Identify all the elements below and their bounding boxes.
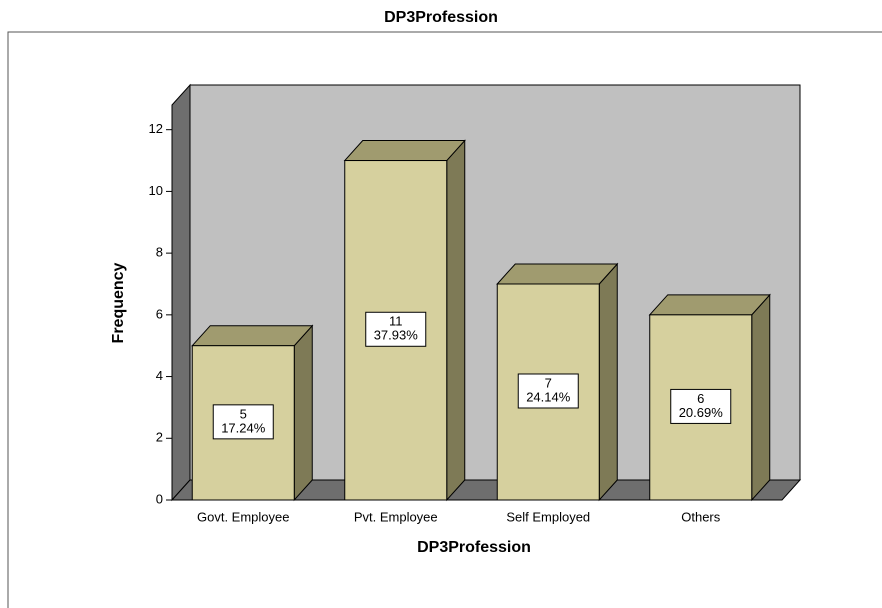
x-tick-label: Pvt. Employee bbox=[354, 509, 438, 524]
data-label: 7 bbox=[545, 375, 552, 390]
y-tick-label: 12 bbox=[149, 121, 163, 136]
bar-top bbox=[343, 140, 466, 162]
data-label-box bbox=[670, 388, 732, 424]
bar-side bbox=[293, 324, 313, 502]
data-label-box bbox=[517, 373, 579, 409]
bar-side bbox=[446, 139, 466, 502]
bar-top bbox=[191, 325, 314, 347]
y-tick-label: 2 bbox=[156, 430, 163, 445]
data-label-box bbox=[365, 311, 427, 347]
bar-side bbox=[751, 293, 771, 502]
y-tick-label: 0 bbox=[156, 491, 163, 506]
x-tick-label: Self Employed bbox=[506, 509, 590, 524]
x-axis-label: DP3Profession bbox=[417, 539, 531, 556]
data-label: 6 bbox=[697, 391, 704, 406]
chart-title: DP3Profession bbox=[384, 9, 498, 26]
left-wall bbox=[171, 83, 191, 502]
bar-side bbox=[598, 262, 618, 502]
percent-label: 24.14% bbox=[526, 389, 571, 404]
y-tick-label: 8 bbox=[156, 245, 163, 260]
x-tick-label: Others bbox=[681, 509, 721, 524]
data-label: 5 bbox=[240, 406, 247, 421]
bar-top bbox=[648, 294, 771, 316]
data-label: 11 bbox=[389, 314, 403, 329]
percent-label: 37.93% bbox=[374, 328, 419, 343]
data-label-box bbox=[212, 404, 274, 440]
y-axis-label: Frequency bbox=[110, 262, 127, 343]
y-tick-label: 10 bbox=[149, 183, 163, 198]
percent-label: 17.24% bbox=[221, 420, 266, 435]
bar-top bbox=[496, 263, 619, 285]
y-tick-label: 6 bbox=[156, 306, 163, 321]
y-tick-label: 4 bbox=[156, 368, 163, 383]
x-tick-label: Govt. Employee bbox=[197, 509, 290, 524]
percent-label: 20.69% bbox=[679, 405, 724, 420]
